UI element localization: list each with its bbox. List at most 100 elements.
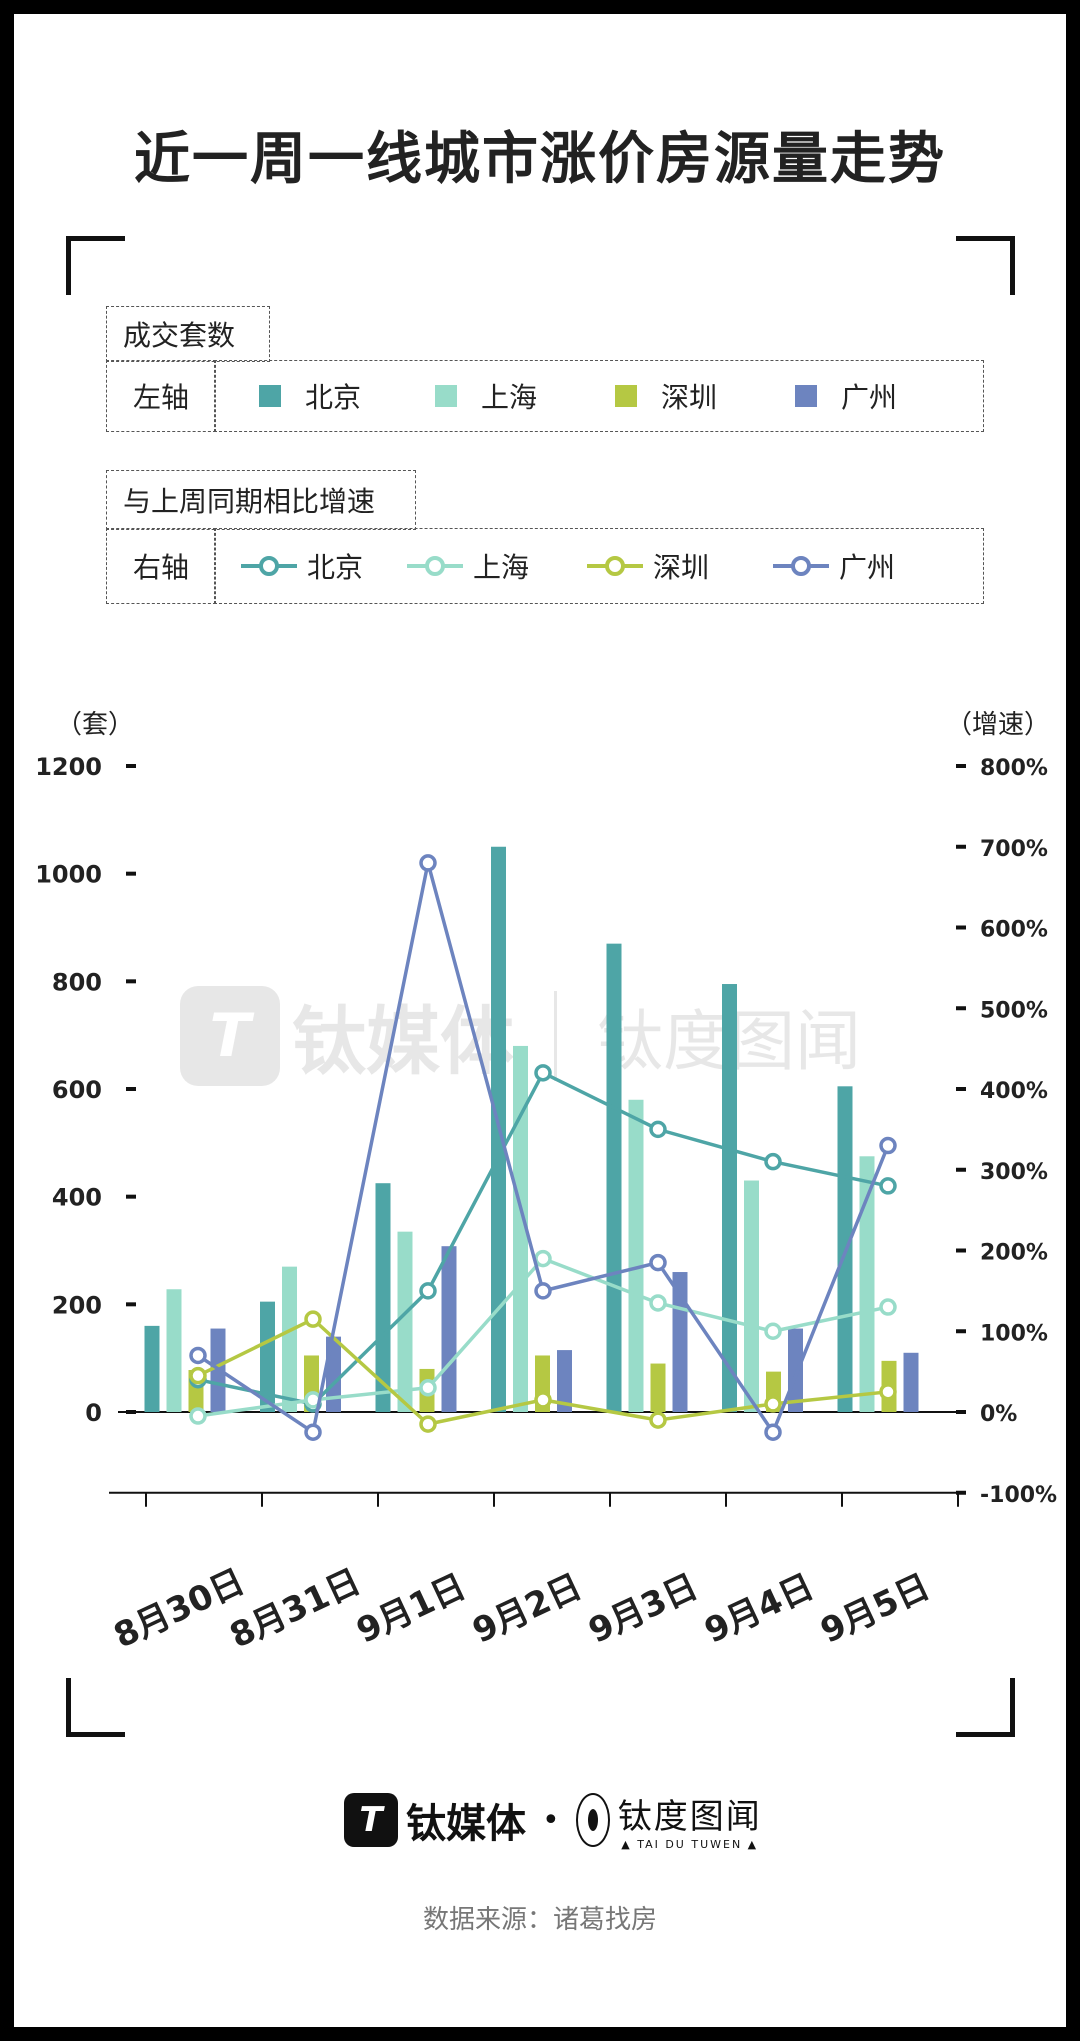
point-上海-4 [649,1294,667,1312]
x-tick-label: 9月5日 [815,1567,936,1652]
page: 近一周一线城市涨价房源量走势 成交套数 左轴 北京 上海 深圳 广州 与上周同期… [14,14,1066,2027]
bar-北京-1 [260,1301,275,1412]
x-tick-label: 9月4日 [699,1567,820,1652]
line-广州 [197,861,890,1434]
point-深圳-4 [649,1411,667,1429]
legend-label: 广州 [839,551,896,584]
y-left-unit-label: （套） [56,710,134,740]
y-left-tick-label: 0 [85,1399,102,1427]
y-right-tick-label: 600% [980,918,1048,943]
watermark-divider [554,990,557,1081]
point-北京-6 [879,1177,897,1195]
line-marker-icon [587,556,643,576]
bar-上海-1 [282,1266,297,1412]
y-right-tick-label: 100% [980,1321,1048,1346]
y-left-tick-label: 400 [52,1184,102,1212]
point-广州-4 [649,1253,667,1272]
point-深圳-2 [419,1415,437,1433]
bar-深圳-4 [650,1363,666,1412]
x-tick-label: 9月1日 [351,1567,472,1652]
bar-广州-5 [788,1328,803,1412]
legend-label: 上海 [473,551,530,584]
point-北京-5 [764,1152,782,1171]
point-广州-5 [764,1423,782,1441]
x-tick-label: 8月30日 [108,1562,251,1654]
bar-上海-5 [744,1180,759,1412]
bar-广州-6 [903,1352,919,1412]
legend-item-guangzhou-bar: 广州 [795,376,897,416]
bar-上海-3 [513,1045,528,1412]
point-深圳-1 [304,1310,322,1328]
legend-bar-header-text: 成交套数 [123,319,236,352]
legend-item-shenzhen-bar: 深圳 [615,376,795,416]
legend-item-shanghai-line: 上海 [407,546,587,586]
chart-title: 近一周一线城市涨价房源量走势 [134,127,946,192]
frame-corner [956,236,1015,295]
line-marker-icon [241,556,297,576]
legend-label: 北京 [305,381,362,414]
footer-brand2: 钛度图闻 ▲ TAI DU TUWEN ▲ [618,1789,762,1851]
y-right-tick-label: 300% [980,1160,1048,1185]
point-深圳-5 [764,1395,782,1413]
legend-item-beijing-bar: 北京 [259,376,435,416]
bar-上海-4 [628,1099,644,1412]
point-广州-2 [419,854,437,872]
legend-label: 深圳 [653,551,710,584]
data-source: 数据来源：诸葛找房 [422,1905,657,1935]
legend-line-header-text: 与上周同期相比增速 [123,485,376,518]
bar-北京-0 [144,1325,160,1412]
legend-left-axis-label: 左轴 [106,360,216,432]
swatch-guangzhou [795,385,817,407]
y-right-tick-label: 200% [980,1241,1048,1266]
point-广州-0 [189,1346,207,1365]
x-tick-label: 9月2日 [467,1567,588,1652]
point-上海-2 [419,1379,437,1397]
bar-广州-3 [557,1350,572,1412]
point-北京-4 [649,1120,667,1139]
swatch-shanghai [435,385,457,407]
watermark-logo-icon: T [180,985,280,1086]
frame-corner [66,1678,125,1737]
bar-北京-5 [722,984,737,1412]
y-left-tick-label: 1200 [35,753,102,781]
point-广州-3 [534,1282,552,1300]
y-right-tick-label: 500% [980,998,1048,1023]
legend-item-shanghai-bar: 上海 [435,376,615,416]
point-北京-2 [419,1282,437,1300]
point-广州-6 [879,1136,897,1155]
frame-corner [66,236,125,295]
y-left-tick-label: 800 [52,968,102,996]
point-深圳-3 [534,1391,552,1409]
legend-label: 上海 [481,381,538,414]
line-北京 [197,1071,889,1406]
legend-bar-header: 成交套数 [106,306,270,362]
legend-label: 广州 [841,381,898,414]
swatch-beijing [259,385,281,407]
line-marker-icon [407,556,463,576]
point-深圳-0 [189,1366,207,1385]
point-上海-3 [534,1249,552,1268]
point-广州-1 [304,1423,322,1441]
bar-上海-0 [166,1289,182,1412]
x-tick-label: 8月31日 [224,1562,367,1654]
y-right-tick-label: 400% [980,1079,1048,1104]
legend-item-beijing-line: 北京 [241,546,407,586]
y-right-tick-label: 700% [980,837,1048,862]
legend-label: 深圳 [661,381,718,414]
footer-brand-name: 钛媒体 [406,1801,526,1847]
bar-上海-6 [859,1156,875,1412]
legend-right-axis-text: 右轴 [132,551,189,584]
point-上海-6 [879,1298,897,1316]
y-right-tick-label: 800% [980,756,1048,781]
footer-brand2-name: 钛度图闻 [617,1797,762,1837]
swatch-shenzhen [615,385,637,407]
point-深圳-6 [879,1383,897,1401]
footer-separator: • [542,1802,560,1838]
chart: （套） （增速） 1200 1000 800 600 400 200 0 800% 700% 600%… [35,710,1057,1654]
footer-brand2-en: ▲ TAI DU TUWEN ▲ [621,1838,759,1851]
legend-right-axis-label: 右轴 [106,528,216,604]
x-tick-label: 9月3日 [583,1567,704,1652]
legend-left-axis-text: 左轴 [132,381,189,414]
footer-brand: T 钛媒体 • 钛度图闻 ▲ TAI DU TUWEN ▲ [344,1789,762,1851]
y-left-tick-label: 1000 [35,861,102,889]
